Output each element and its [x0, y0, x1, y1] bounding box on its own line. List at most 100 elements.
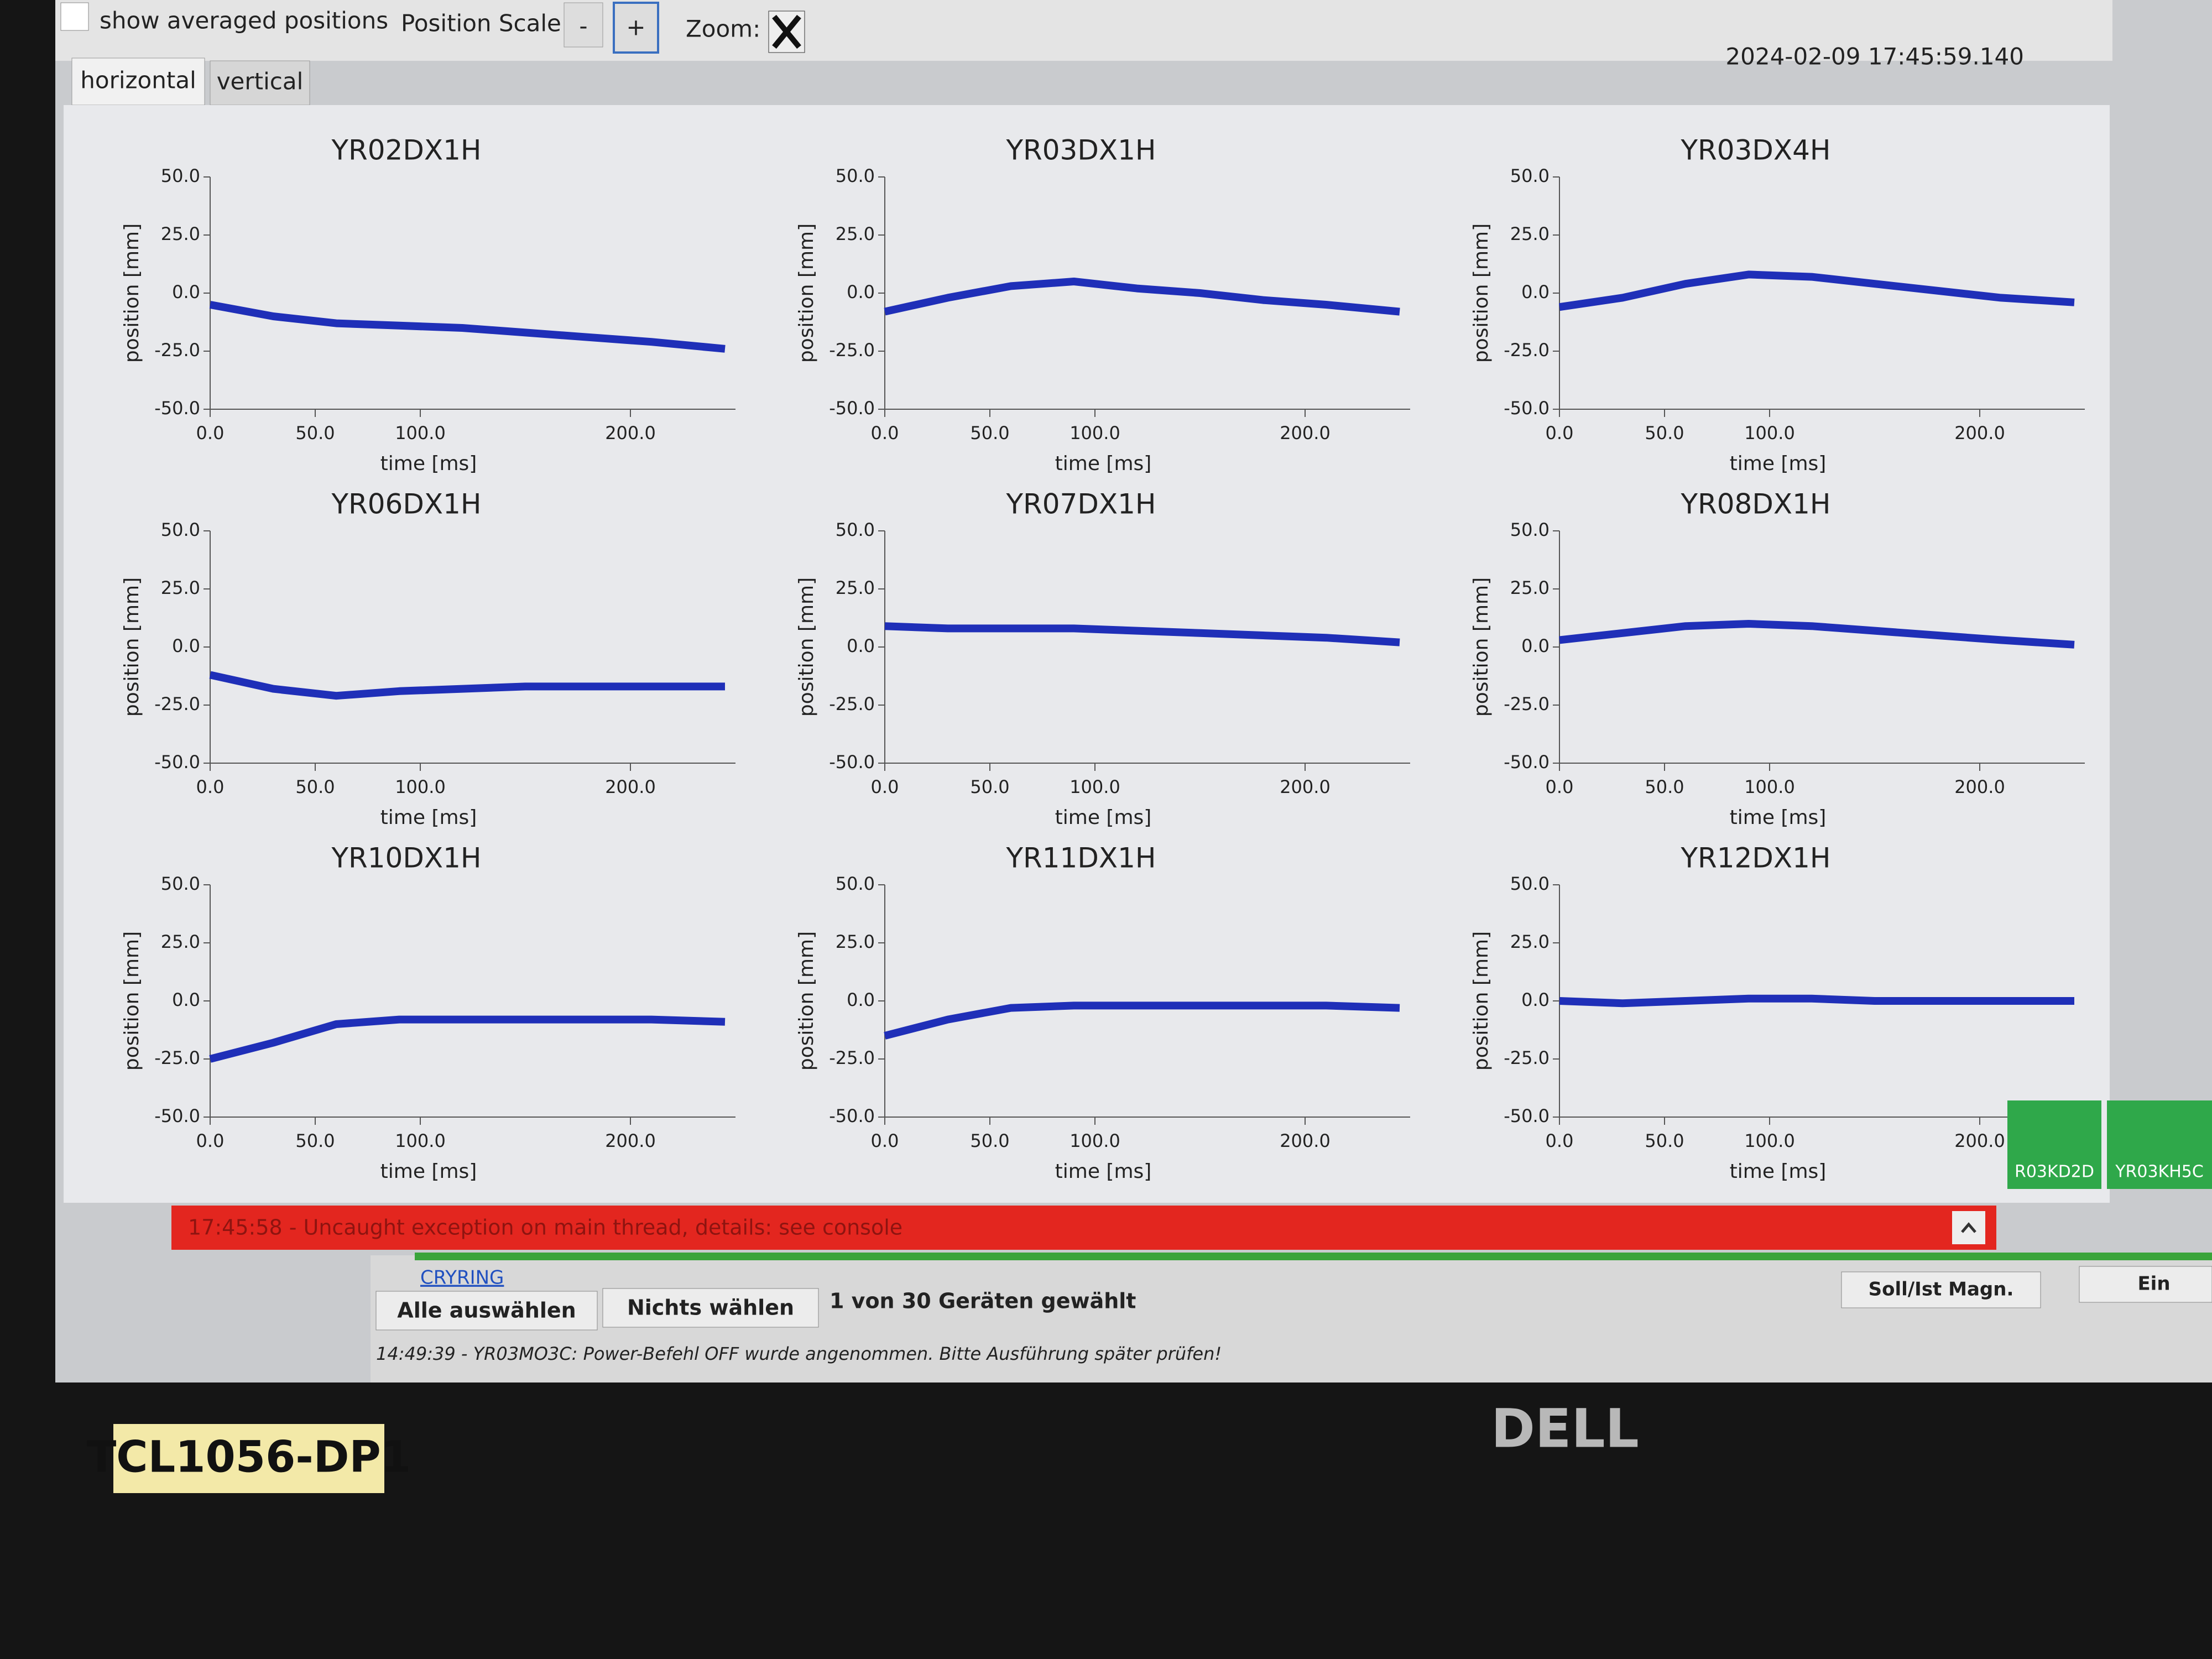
- y-tick-label: -25.0: [1504, 1047, 1550, 1068]
- x-tick-label: 0.0: [1546, 1130, 1574, 1151]
- chart-title: YR06DX1H: [331, 488, 481, 520]
- soll-ist-button[interactable]: [1841, 1271, 2041, 1308]
- x-axis-label: time [ms]: [1055, 452, 1152, 475]
- chart-title: YR02DX1H: [331, 134, 481, 166]
- x-tick-label: 100.0: [395, 422, 446, 444]
- x-tick-label: 0.0: [871, 1130, 899, 1151]
- charts: YR02DX1H -50.0 -25.0 0.0 25.0 50.0 0.0 50.0 100.…: [121, 134, 2085, 1183]
- x-tick-label: 100.0: [1070, 776, 1120, 797]
- chart-title: YR03DX4H: [1680, 134, 1830, 166]
- y-axis-label: position [mm]: [795, 577, 818, 717]
- data-line: [884, 278, 1400, 316]
- x-tick-label: 100.0: [1744, 776, 1795, 797]
- y-tick-label: -25.0: [154, 1047, 200, 1068]
- y-tick-label: -50.0: [154, 398, 200, 419]
- y-tick-label: 0.0: [847, 635, 875, 656]
- expand-button[interactable]: [1952, 1211, 1985, 1244]
- data-line: [1559, 994, 2074, 1008]
- log-message: 14:49:39 - YR03MO3C: Power-Befehl OFF wu…: [376, 1343, 1222, 1364]
- y-tick-label: -50.0: [154, 752, 200, 773]
- x-tick-label: 0.0: [1546, 422, 1574, 444]
- y-tick-label: 0.0: [847, 281, 875, 302]
- averaged-label: show averaged positions: [100, 7, 388, 34]
- y-axis-label: position [mm]: [1470, 931, 1493, 1071]
- checkbox[interactable]: [60, 2, 89, 31]
- scale-plus: +: [626, 14, 645, 41]
- x-tick-label: 50.0: [295, 422, 335, 444]
- x-tick-label: 0.0: [196, 422, 225, 444]
- y-tick-label: 0.0: [172, 635, 200, 656]
- y-tick-label: -25.0: [154, 693, 200, 714]
- x-tick-label: 50.0: [970, 422, 1009, 444]
- x-axis-label: time [ms]: [1055, 806, 1152, 829]
- side-button[interactable]: [2007, 1100, 2101, 1189]
- x-axis-label: time [ms]: [1730, 452, 1827, 475]
- monitor-sticker: [113, 1424, 384, 1493]
- y-tick-label: -50.0: [829, 398, 875, 419]
- tab[interactable]: [71, 58, 205, 106]
- x-tick-label: 100.0: [1744, 422, 1795, 444]
- x-tick-label: 50.0: [295, 1130, 335, 1151]
- scale-minus: -: [579, 13, 587, 40]
- x-axis-label: time [ms]: [1730, 806, 1827, 829]
- monitor-label: TCL1056-DP1: [87, 1432, 411, 1482]
- y-tick-label: -50.0: [1504, 398, 1550, 419]
- ein: Ein: [2137, 1273, 2170, 1295]
- x-tick-label: 200.0: [1280, 422, 1331, 444]
- tab-label: horizontal: [80, 67, 196, 94]
- y-tick-label: 25.0: [836, 931, 875, 952]
- x-tick-label: 100.0: [1070, 422, 1120, 444]
- y-tick-label: 0.0: [1521, 635, 1550, 656]
- x-tick-label: 200.0: [605, 776, 656, 797]
- y-tick-label: -50.0: [1504, 1105, 1550, 1126]
- y-tick-label: 50.0: [161, 165, 200, 186]
- data-line: [1559, 620, 2075, 649]
- x-tick-label: 100.0: [395, 776, 446, 797]
- y-tick-label: 50.0: [1510, 873, 1550, 894]
- scale-minus-button[interactable]: [564, 2, 603, 48]
- select-all: Alle auswählen: [397, 1298, 576, 1323]
- x-tick-label: 200.0: [605, 422, 656, 444]
- y-tick-label: -50.0: [154, 1105, 200, 1126]
- monitor-brand: DELL: [1491, 1397, 1639, 1459]
- y-tick-label: -25.0: [1504, 693, 1550, 714]
- x-tick-label: 200.0: [1954, 1130, 2005, 1151]
- chart-title: YR03DX1H: [1005, 134, 1156, 166]
- expand-icon: [1961, 1222, 1976, 1233]
- y-tick-label: 25.0: [1510, 931, 1550, 952]
- ein-button[interactable]: [2079, 1266, 2212, 1303]
- y-tick-label: -25.0: [829, 693, 875, 714]
- side-button[interactable]: [2107, 1100, 2212, 1189]
- y-tick-label: -50.0: [1504, 752, 1550, 773]
- zoom-icon: [772, 14, 801, 49]
- y-tick-label: 25.0: [1510, 223, 1550, 244]
- y-axis-label: position [mm]: [795, 931, 818, 1071]
- select-none: Nichts wählen: [627, 1296, 794, 1320]
- select-all-button[interactable]: [375, 1291, 598, 1331]
- x-tick-label: 200.0: [605, 1130, 656, 1151]
- soll-ist: Soll/Ist Magn.: [1869, 1279, 2014, 1301]
- data-line: [209, 671, 725, 700]
- y-tick-label: -25.0: [829, 1047, 875, 1068]
- toolbar: [55, 0, 2112, 61]
- y-axis-label: position [mm]: [121, 577, 143, 717]
- x-tick-label: 50.0: [970, 1130, 1009, 1151]
- y-axis-label: position [mm]: [1470, 223, 1493, 363]
- x-tick-label: 200.0: [1954, 776, 2005, 797]
- x-tick-label: 50.0: [1645, 1130, 1684, 1151]
- y-axis-label: position [mm]: [795, 223, 818, 363]
- tab[interactable]: [210, 60, 310, 106]
- chart-title: YR12DX1H: [1680, 842, 1830, 874]
- scale-plus-button[interactable]: [613, 2, 659, 54]
- data-line: [209, 1015, 726, 1063]
- x-tick-label: 200.0: [1954, 422, 2005, 444]
- data-line: [209, 301, 726, 353]
- y-tick-label: 0.0: [847, 989, 875, 1010]
- error-message: 17:45:58 - Uncaught exception on main th…: [188, 1215, 902, 1240]
- select-none-button[interactable]: [602, 1288, 819, 1328]
- ring-link[interactable]: CRYRING: [420, 1267, 504, 1289]
- y-tick-label: 0.0: [172, 989, 200, 1010]
- y-tick-label: 25.0: [836, 223, 875, 244]
- y-tick-label: 50.0: [1510, 519, 1550, 540]
